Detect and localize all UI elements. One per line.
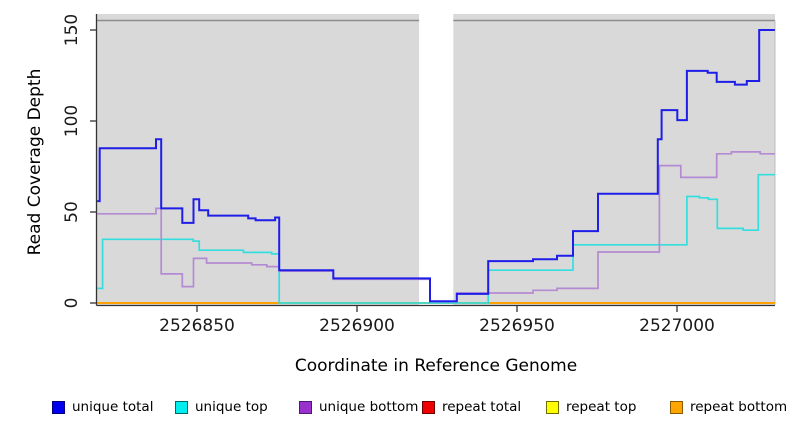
series-line-unique-total [97,29,775,303]
legend: unique total unique top unique bottom repea… [0,397,792,421]
y-axis-title: Read Coverage Depth [25,69,45,256]
legend-label: repeat top [566,399,637,415]
y-tick-label: 0 [62,298,82,309]
panel-background-left [97,14,420,305]
legend-label: unique total [72,399,154,415]
x-tick-label: 2527000 [639,316,715,336]
x-axis-title: Coordinate in Reference Genome [295,356,577,376]
legend-swatch-unique-total [52,400,65,414]
legend-item-repeat-total: repeat total [422,397,521,417]
legend-item-unique-bottom: unique bottom [299,397,418,417]
legend-item-unique-top: unique top [175,397,268,417]
y-tick-label: 50 [62,201,82,223]
y-tick-label: 150 [62,14,82,46]
legend-item-repeat-bottom: repeat bottom [670,397,787,417]
plot-panel [97,14,776,305]
legend-item-unique-total: unique total [52,397,153,417]
series-line-unique-top [97,173,775,304]
x-tick-label: 2526850 [159,316,235,336]
panel-background-right [453,14,775,305]
legend-swatch-unique-bottom [299,400,312,414]
legend-item-repeat-top: repeat top [546,397,636,417]
legend-swatch-repeat-top [546,400,559,414]
legend-label: unique bottom [319,399,419,415]
legend-label: repeat total [442,399,522,415]
series-lines [97,29,775,304]
legend-label: unique top [195,399,268,415]
legend-label: repeat bottom [690,399,788,415]
x-tick-label: 2526950 [479,316,555,336]
legend-swatch-unique-top [175,400,188,414]
y-tick-label: 100 [62,105,82,137]
x-tick-label: 2526900 [319,316,395,336]
legend-swatch-repeat-total [422,400,435,414]
axes: 2526850 2526900 2526950 2527000 0 50 100 150 [62,14,775,336]
legend-swatch-repeat-bottom [670,400,683,414]
